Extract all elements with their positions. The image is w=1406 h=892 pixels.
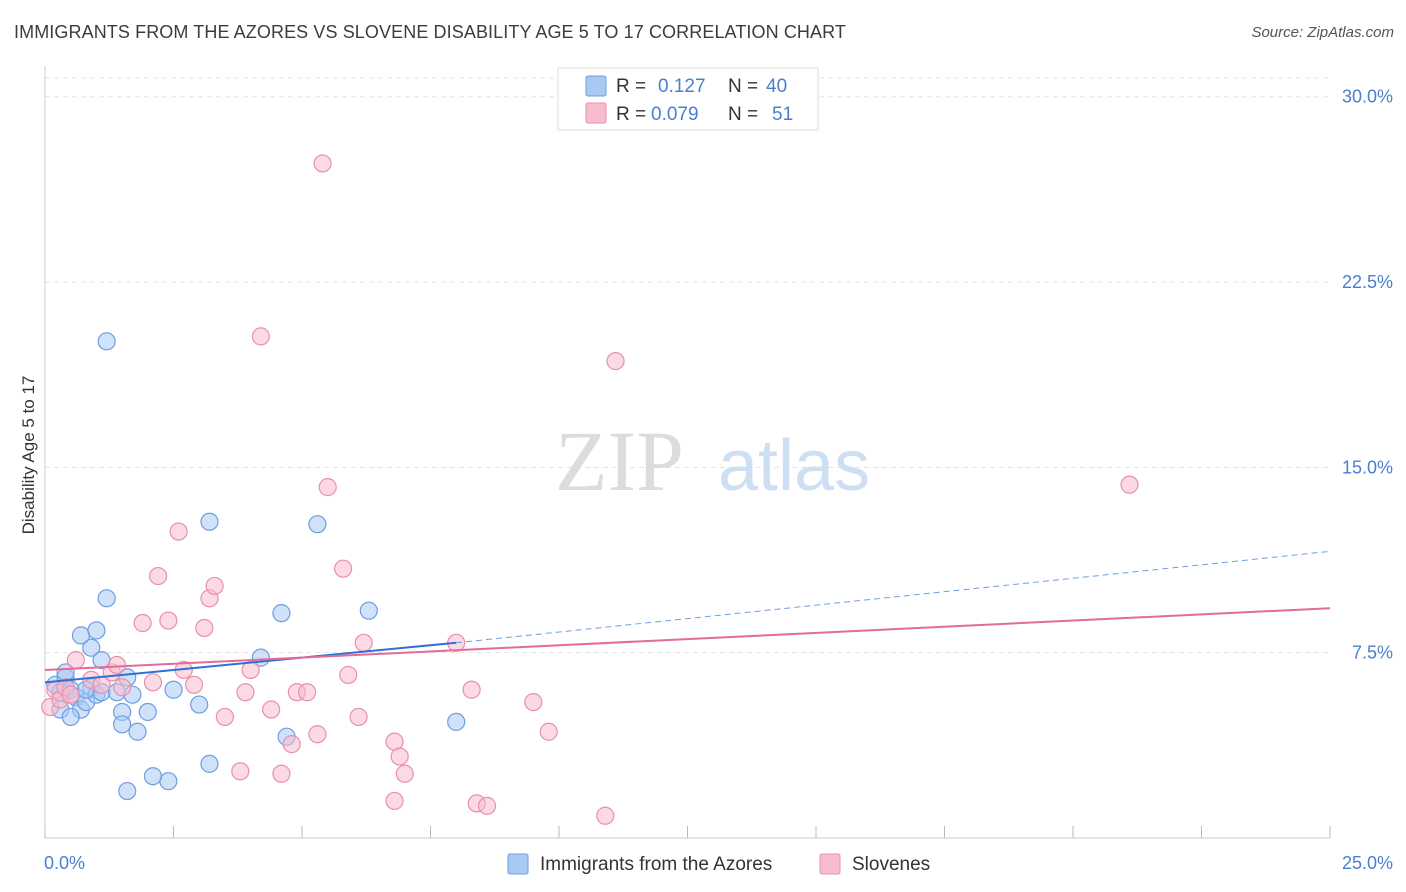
point-azores [112, 715, 132, 734]
y-tick-label: 7.5% [1352, 643, 1393, 663]
point-azores [359, 601, 378, 620]
point-slovenes [251, 327, 270, 346]
point-azores [272, 604, 291, 623]
point-azores [71, 626, 91, 645]
pink-r-label: R = [616, 104, 646, 125]
point-azores [143, 767, 163, 786]
blue-r-value: 0.127 [658, 76, 706, 97]
point-slovenes [334, 559, 353, 578]
point-slovenes [262, 700, 281, 719]
point-slovenes [462, 680, 481, 699]
point-azores [118, 781, 137, 801]
point-azores [97, 589, 116, 608]
point-slovenes [231, 762, 250, 781]
point-azores [308, 515, 327, 534]
blue-swatch [585, 75, 607, 97]
y-tick-label: 15.0% [1342, 457, 1393, 477]
y-axis-title: Disability Age 5 to 17 [19, 376, 38, 535]
legend-swatch-azores [507, 853, 529, 875]
trend-lines [44, 550, 1331, 684]
series-legend: Immigrants from the Azores Slovenes [507, 853, 930, 875]
point-slovenes [1120, 475, 1139, 494]
point-slovenes [133, 613, 152, 633]
point-azores [159, 772, 178, 791]
point-slovenes [390, 747, 409, 766]
legend-swatch-slovenes [819, 853, 841, 875]
legend-label-azores: Immigrants from the Azores [540, 854, 772, 875]
point-slovenes [195, 618, 214, 638]
point-slovenes [395, 764, 414, 783]
point-slovenes [169, 522, 188, 541]
point-azores [87, 621, 106, 640]
pink-n-value: 51 [772, 104, 793, 125]
point-slovenes [385, 791, 404, 811]
point-azores [164, 680, 183, 699]
stats-legend: R = 0.127 N = 40 R = 0.079 N = 51 [557, 67, 819, 131]
point-azores [82, 638, 101, 657]
point-slovenes [241, 660, 260, 680]
point-azores [97, 332, 116, 351]
point-slovenes [539, 722, 558, 741]
point-slovenes [272, 764, 291, 783]
point-slovenes [354, 633, 373, 652]
blue-n-label: N = [728, 76, 758, 97]
point-azores [138, 702, 157, 722]
tick-labels: 7.5% 15.0% 22.5% 30.0% 0.0% 25.0% [44, 87, 1393, 873]
point-azores [190, 695, 209, 714]
point-slovenes [282, 735, 301, 754]
point-slovenes [477, 796, 497, 815]
point-slovenes [159, 611, 178, 630]
point-slovenes [143, 673, 163, 692]
point-azores [61, 707, 80, 727]
pink-n-label: N = [728, 104, 758, 125]
point-slovenes [606, 352, 625, 371]
point-azores [200, 512, 219, 531]
x-tick-label-max: 25.0% [1342, 853, 1393, 873]
source-label: Source: ZipAtlas.com [1251, 24, 1394, 41]
x-tick-label-min: 0.0% [44, 853, 85, 873]
point-azores [128, 722, 147, 741]
blue-r-label: R = [616, 76, 646, 97]
trend-line-azores [44, 641, 457, 684]
point-slovenes [61, 685, 80, 704]
point-slovenes [318, 478, 337, 497]
chart-title: IMMIGRANTS FROM THE AZORES VS SLOVENE DI… [14, 22, 846, 42]
point-slovenes [66, 650, 85, 670]
point-slovenes [596, 806, 615, 825]
point-slovenes [349, 707, 368, 727]
pink-r-value: 0.079 [651, 104, 699, 125]
watermark: ZIP atlas [555, 413, 870, 509]
point-slovenes [107, 655, 127, 675]
point-slovenes [339, 665, 358, 685]
point-slovenes [215, 707, 234, 727]
trend-line-slovenes [44, 607, 1331, 671]
point-slovenes [298, 683, 317, 702]
axes [44, 66, 1331, 839]
point-slovenes [112, 678, 132, 697]
y-tick-label: 22.5% [1342, 272, 1393, 292]
point-azores [447, 712, 466, 731]
point-slovenes [313, 154, 332, 173]
point-slovenes [148, 566, 168, 586]
pink-swatch [585, 102, 607, 124]
blue-n-value: 40 [766, 76, 787, 97]
watermark-atlas: atlas [718, 426, 870, 506]
point-azores [200, 754, 219, 773]
gridlines [45, 77, 1330, 654]
point-slovenes [205, 576, 224, 596]
point-slovenes [236, 683, 255, 702]
y-tick-label: 30.0% [1342, 87, 1393, 107]
legend-label-slovenes: Slovenes [852, 854, 930, 875]
trend-line-azores-extension [456, 550, 1331, 644]
point-slovenes [308, 725, 327, 744]
point-slovenes [524, 692, 543, 712]
point-slovenes [184, 675, 204, 694]
watermark-zip: ZIP [555, 413, 684, 509]
